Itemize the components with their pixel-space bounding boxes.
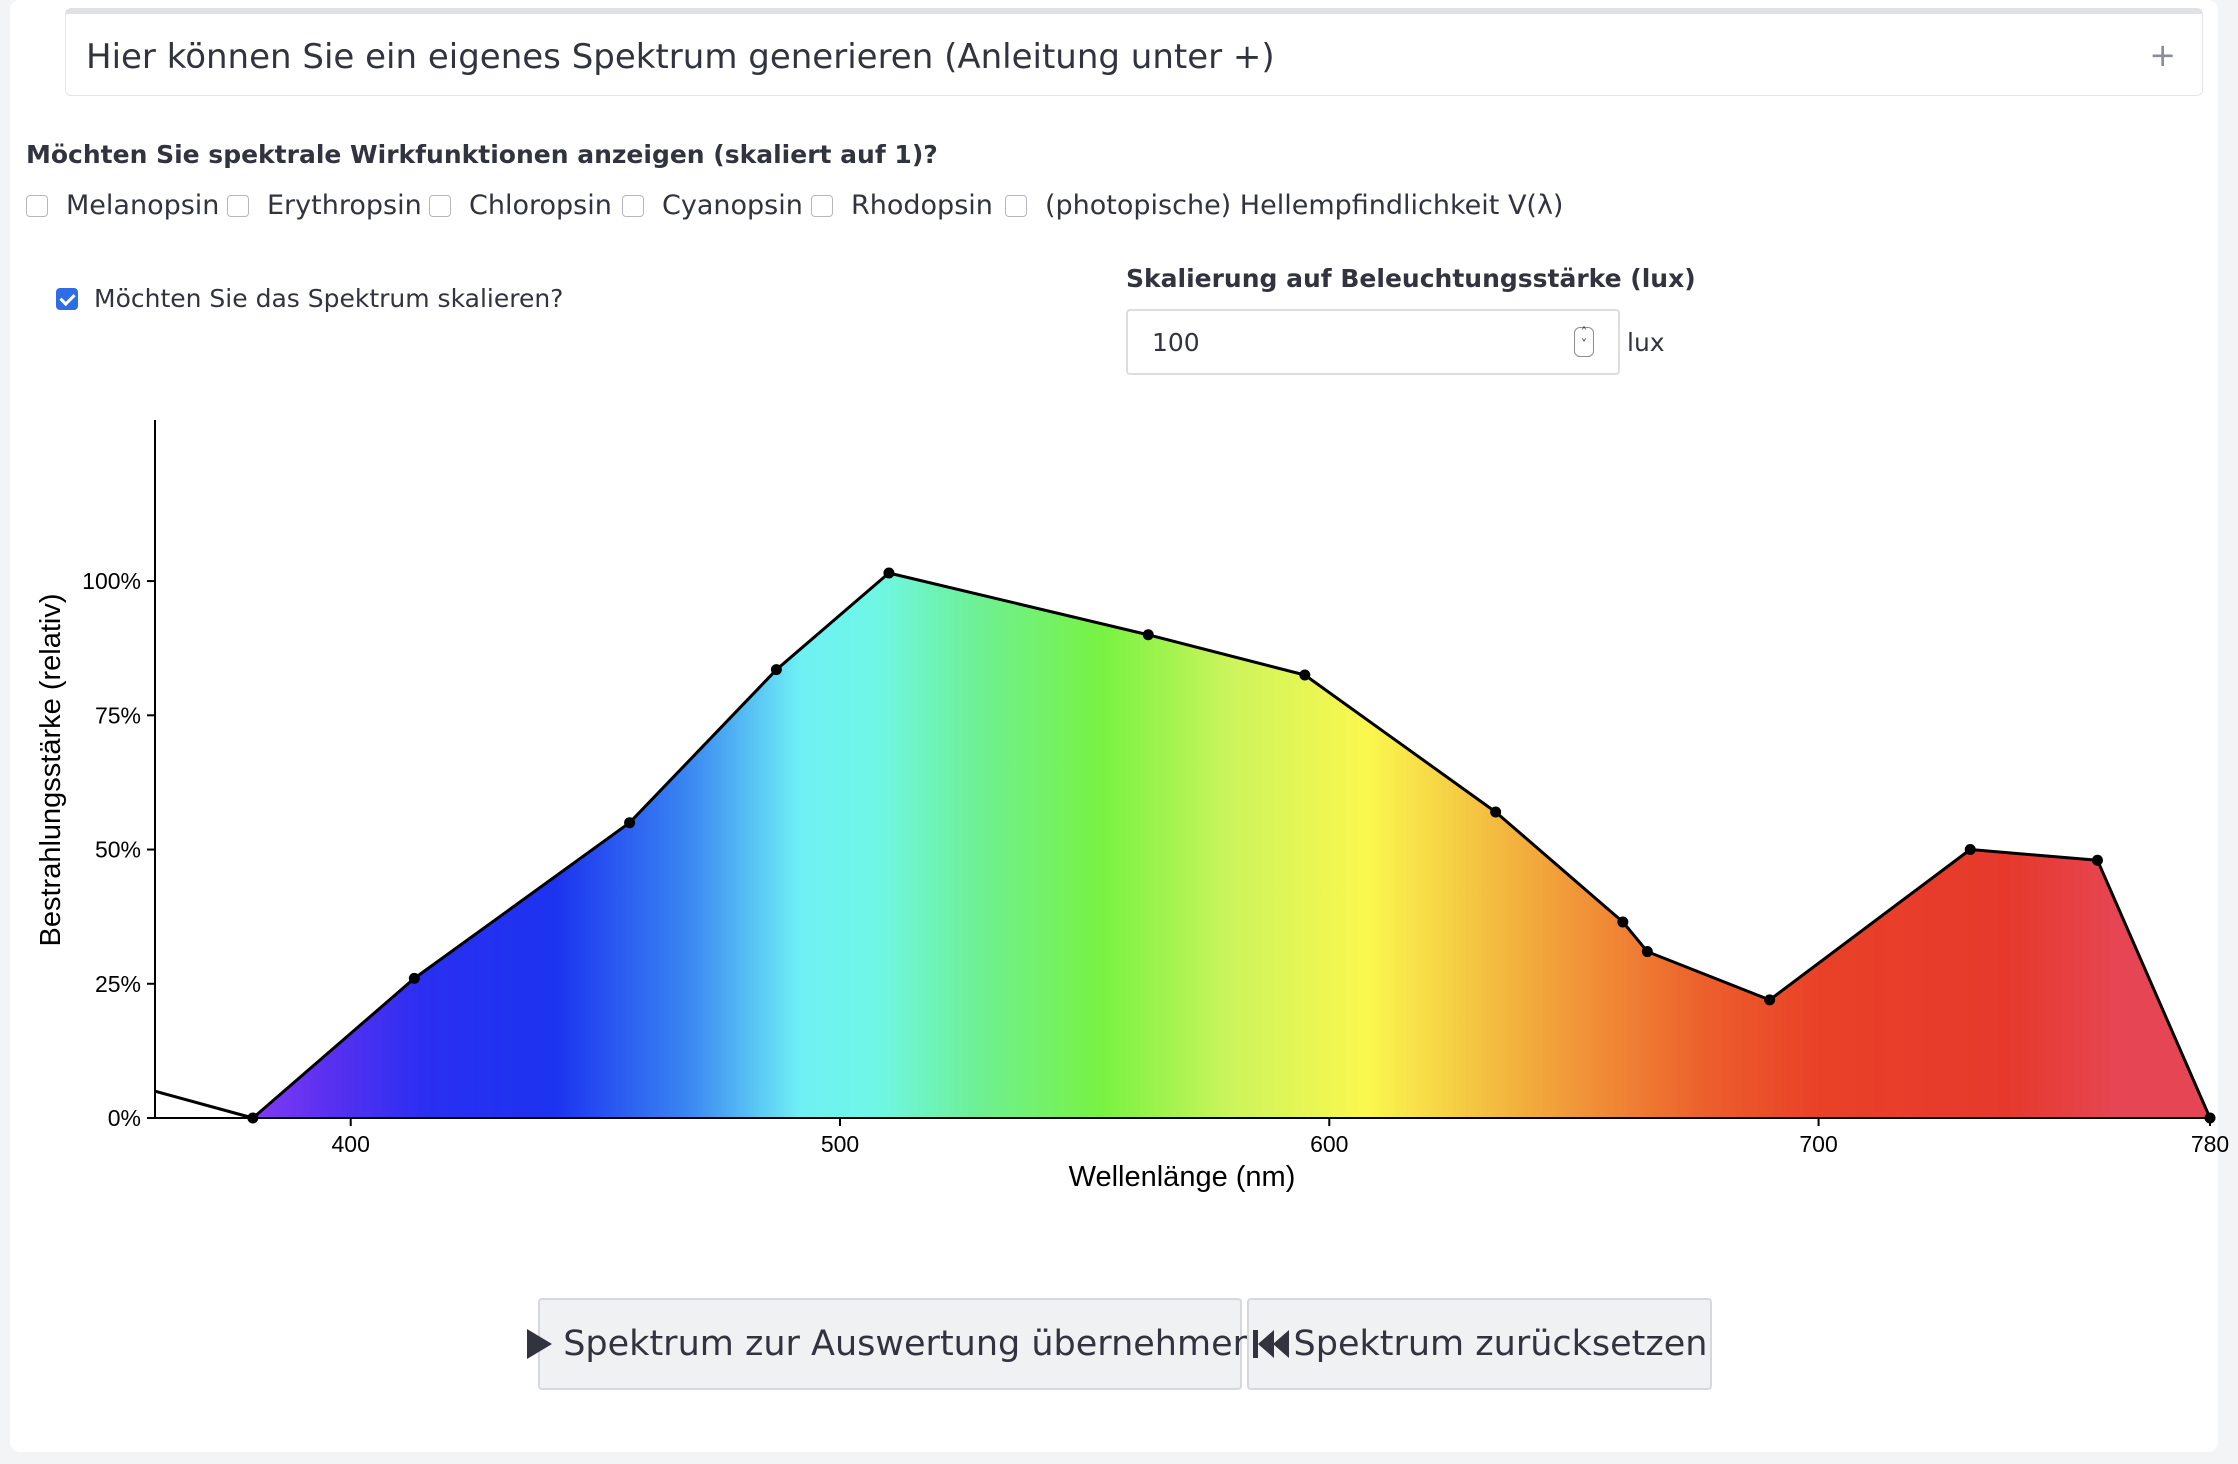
checkbox-erythropsin[interactable]: Erythropsin — [227, 190, 422, 221]
checkbox-box[interactable] — [227, 194, 249, 217]
checkbox-box[interactable] — [429, 194, 451, 217]
spectrum-point[interactable] — [1490, 806, 1502, 818]
checkbox-label: Rhodopsin — [851, 190, 993, 221]
play-icon — [525, 1328, 553, 1360]
spectrum-point[interactable] — [1299, 669, 1311, 681]
y-tick-label: 50% — [95, 837, 141, 863]
reset-button-label: Spektrum zurücksetzen — [1293, 1324, 1708, 1364]
spectrum-point[interactable] — [2091, 854, 2103, 866]
apply-spectrum-button[interactable]: Spektrum zur Auswertung übernehmen — [527, 1298, 1255, 1390]
skip-back-icon — [1252, 1328, 1290, 1360]
spectrum-line — [251, 571, 2212, 1120]
checkbox-chloropsin[interactable]: Chloropsin — [429, 190, 612, 221]
spectrum-point[interactable] — [883, 567, 895, 579]
x-tick-label: 400 — [332, 1131, 370, 1157]
checkbox-box[interactable] — [811, 194, 833, 217]
scale-checkbox-label: Möchten Sie das Spektrum skalieren? — [94, 284, 564, 313]
functions-question: Möchten Sie spektrale Wirkfunktionen anz… — [26, 140, 938, 169]
y-tick-label: 25% — [95, 971, 141, 997]
checkbox-box[interactable] — [622, 194, 644, 217]
spectrum-point[interactable] — [1764, 994, 1776, 1006]
expand-plus-icon[interactable]: + — [2149, 36, 2176, 74]
y-tick-label: 75% — [95, 702, 141, 728]
spectrum-point[interactable] — [1964, 844, 1976, 856]
expander-title[interactable]: Hier können Sie ein eigenes Spektrum gen… — [86, 37, 1275, 77]
spectrum-point[interactable] — [1617, 916, 1629, 928]
checkbox-label: Erythropsin — [267, 190, 422, 221]
apply-button-label: Spektrum zur Auswertung übernehmen — [563, 1324, 1255, 1364]
scale-spectrum-checkbox[interactable]: Möchten Sie das Spektrum skalieren? — [56, 284, 563, 313]
x-tick-label: 600 — [1310, 1131, 1348, 1157]
spectrum-point[interactable] — [1142, 629, 1154, 641]
x-axis-label: Wellenlänge (nm) — [1069, 1161, 1296, 1193]
checkbox-rhodopsin[interactable]: Rhodopsin — [811, 190, 993, 221]
checkbox-box[interactable] — [1005, 194, 1027, 217]
checkbox-label: (photopische) Hellempfindlichkeit V(λ) — [1045, 190, 1564, 221]
lux-unit: lux — [1627, 328, 1665, 357]
spectrum-point[interactable] — [770, 664, 782, 676]
spectrum-expander[interactable]: Hier können Sie ein eigenes Spektrum gen… — [65, 8, 2203, 96]
y-tick-label: 100% — [82, 568, 141, 594]
checkbox-label: Chloropsin — [469, 190, 612, 221]
checkbox-checked-icon[interactable] — [56, 287, 78, 310]
checkbox-cyanopsin[interactable]: Cyanopsin — [622, 190, 803, 221]
checkbox-label: Cyanopsin — [662, 190, 803, 221]
checkbox-box[interactable] — [26, 194, 48, 217]
spectrum-point[interactable] — [408, 972, 420, 984]
stepper-icon[interactable]: ˄ ˅ — [1574, 327, 1594, 357]
lux-number-input[interactable]: 100 ˄ ˅ — [1126, 309, 1620, 375]
spectrum-chart[interactable]: 0% 25% 50% 75% 100% 400 500 600 700 780 Wellenlä… — [0, 400, 2238, 1210]
reset-spectrum-button[interactable]: Spektrum zurücksetzen — [1247, 1298, 1712, 1390]
checkbox-label: Melanopsin — [66, 190, 220, 221]
spectrum-point[interactable] — [1641, 946, 1653, 958]
y-axis-label: Bestrahlungsstärke (relativ) — [35, 594, 67, 947]
checkbox-melanopsin[interactable]: Melanopsin — [26, 190, 219, 221]
y-tick-label: 0% — [108, 1105, 141, 1131]
lux-field-title: Skalierung auf Beleuchtungsstärke (lux) — [1126, 264, 1696, 293]
x-tick-label: 700 — [1799, 1131, 1837, 1157]
main-panel: Hier können Sie ein eigenes Spektrum gen… — [10, 0, 2218, 1452]
x-tick-label: 500 — [821, 1131, 859, 1157]
checkbox-photopic-v-lambda[interactable]: (photopische) Hellempfindlichkeit V(λ) — [1005, 190, 1563, 221]
spectrum-point[interactable] — [624, 817, 636, 829]
spectrum-lead-line — [154, 1089, 254, 1120]
x-tick-label: 780 — [2191, 1131, 2229, 1157]
lux-value[interactable]: 100 — [1152, 328, 1200, 357]
